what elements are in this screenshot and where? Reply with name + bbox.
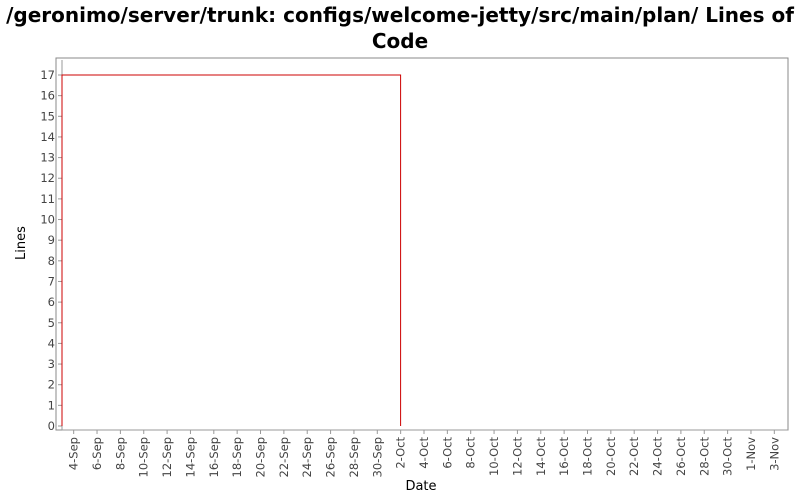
y-tick-label: 13: [40, 151, 55, 165]
y-tick-label: 1: [48, 398, 55, 412]
x-tick-label: 14-Sep: [183, 437, 197, 477]
x-tick-label: 22-Sep: [277, 437, 291, 477]
y-tick-label: 6: [48, 295, 55, 309]
x-tick-label: 4-Oct: [417, 437, 431, 469]
x-tick-label: 24-Sep: [300, 437, 314, 477]
y-tick-label: 14: [40, 130, 55, 144]
x-tick-label: 18-Oct: [580, 437, 594, 476]
chart-title: /geronimo/server/trunk: configs/welcome-…: [0, 2, 800, 54]
x-tick-label: 16-Sep: [207, 437, 221, 477]
y-tick-label: 8: [48, 254, 55, 268]
x-tick-label: 20-Oct: [604, 437, 618, 476]
x-tick-label: 1-Nov: [744, 437, 758, 471]
y-axis-label: Lines: [14, 226, 29, 260]
y-tick-label: 0: [48, 419, 55, 433]
y-tick-label: 7: [48, 274, 55, 288]
x-tick-label: 2-Oct: [394, 437, 408, 469]
chart-title-line-2: Code: [371, 29, 429, 53]
y-tick-label: 9: [48, 233, 55, 247]
y-tick-label: 10: [40, 213, 55, 227]
x-tick-label: 3-Nov: [767, 437, 781, 471]
x-tick-label: 16-Oct: [557, 437, 571, 476]
x-tick-label: 10-Oct: [487, 437, 501, 476]
y-tick-label: 16: [40, 89, 55, 103]
x-tick-label: 18-Sep: [230, 437, 244, 477]
x-tick-label: 4-Sep: [67, 437, 81, 470]
x-tick-label: 24-Oct: [651, 437, 665, 476]
y-tick-label: 2: [48, 378, 55, 392]
x-tick-label: 30-Sep: [370, 437, 384, 477]
x-tick-label: 26-Sep: [324, 437, 338, 477]
x-axis: 4-Sep 6-Sep 8-Sep 10-Sep 12-Sep 14-Sep 16-Sep 1…: [62, 429, 788, 477]
x-tick-label: 14-Oct: [534, 437, 548, 476]
x-tick-label: 30-Oct: [721, 437, 735, 476]
y-tick-label: 4: [48, 336, 55, 350]
y-tick-label: 15: [40, 109, 55, 123]
x-tick-label: 12-Sep: [160, 437, 174, 477]
series-line: [61, 74, 402, 426]
x-tick-label: 10-Sep: [137, 437, 151, 477]
chart-title-line-1: /geronimo/server/trunk: configs/welcome-…: [6, 3, 794, 27]
x-tick-label: 26-Oct: [674, 437, 688, 476]
y-tick-label: 11: [40, 192, 55, 206]
x-tick-label: 28-Oct: [697, 437, 711, 476]
x-axis-label: Date: [405, 479, 436, 494]
x-tick-label: 6-Oct: [440, 437, 454, 469]
y-tick-label: 3: [48, 357, 55, 371]
x-tick-label: 20-Sep: [254, 437, 268, 477]
x-tick-label: 8-Oct: [464, 437, 478, 469]
x-tick-label: 12-Oct: [510, 437, 524, 476]
y-tick-label: 17: [40, 68, 55, 82]
x-tick-label: 28-Sep: [347, 437, 361, 477]
series-layer: [61, 74, 402, 426]
x-tick-label: 8-Sep: [113, 437, 127, 470]
y-tick-label: 12: [40, 171, 55, 185]
x-tick-label: 6-Sep: [90, 437, 104, 470]
plot-area: [55, 57, 789, 431]
x-tick-label: 22-Oct: [627, 437, 641, 476]
y-tick-label: 5: [48, 316, 55, 330]
